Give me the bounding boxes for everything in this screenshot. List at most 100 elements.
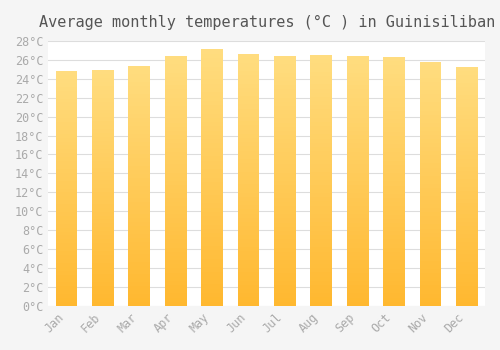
Bar xyxy=(128,74,150,77)
Bar xyxy=(383,65,405,69)
Bar xyxy=(201,276,223,280)
Bar xyxy=(165,81,186,85)
Bar xyxy=(383,57,405,61)
Bar xyxy=(274,227,296,231)
Bar xyxy=(456,258,477,262)
Bar xyxy=(274,122,296,127)
Bar xyxy=(456,107,477,111)
Bar xyxy=(165,256,186,260)
Bar xyxy=(274,56,296,60)
Bar xyxy=(383,202,405,206)
Bar xyxy=(238,247,260,251)
Bar xyxy=(383,190,405,194)
Bar xyxy=(128,154,150,158)
Bar xyxy=(383,293,405,298)
Bar xyxy=(310,139,332,143)
Bar xyxy=(346,202,368,206)
Bar xyxy=(310,189,332,193)
Bar xyxy=(383,74,405,78)
Bar xyxy=(56,153,78,157)
Bar xyxy=(274,302,296,306)
Bar xyxy=(128,186,150,190)
Bar xyxy=(201,62,223,66)
Bar xyxy=(238,67,260,71)
Bar xyxy=(165,210,186,214)
Bar xyxy=(310,68,332,72)
Bar xyxy=(346,210,368,214)
Bar xyxy=(310,260,332,264)
Bar xyxy=(383,127,405,132)
Bar xyxy=(346,81,368,85)
Bar xyxy=(201,285,223,289)
Bar xyxy=(56,134,78,138)
Bar xyxy=(92,164,114,168)
Bar xyxy=(274,223,296,227)
Bar xyxy=(346,281,368,285)
Bar xyxy=(56,193,78,196)
Bar xyxy=(165,85,186,89)
Bar xyxy=(346,122,368,127)
Bar xyxy=(420,289,442,294)
Bar xyxy=(274,106,296,110)
Bar xyxy=(201,118,223,122)
Bar xyxy=(274,89,296,93)
Bar xyxy=(420,253,442,257)
Bar xyxy=(238,130,260,134)
Bar xyxy=(456,230,477,234)
Bar xyxy=(310,235,332,239)
Bar xyxy=(346,247,368,252)
Bar xyxy=(383,298,405,302)
Bar xyxy=(274,206,296,210)
Bar xyxy=(56,83,78,87)
Bar xyxy=(274,252,296,256)
Bar xyxy=(201,212,223,216)
Bar xyxy=(201,105,223,109)
Bar xyxy=(310,134,332,139)
Bar xyxy=(128,230,150,234)
Bar xyxy=(346,77,368,81)
Bar xyxy=(56,228,78,232)
Bar xyxy=(92,212,114,216)
Bar xyxy=(56,220,78,224)
Bar xyxy=(56,91,78,95)
Bar xyxy=(238,109,260,113)
Bar xyxy=(346,135,368,139)
Bar xyxy=(165,98,186,102)
Bar xyxy=(165,298,186,302)
Bar xyxy=(201,135,223,139)
Bar xyxy=(456,159,477,163)
Bar xyxy=(165,102,186,106)
Bar xyxy=(274,189,296,194)
Bar xyxy=(274,160,296,164)
Bar xyxy=(56,184,78,189)
Bar xyxy=(128,302,150,306)
Bar xyxy=(165,302,186,306)
Bar xyxy=(420,176,442,180)
Bar xyxy=(420,229,442,233)
Bar xyxy=(310,55,332,59)
Bar xyxy=(310,226,332,231)
Bar xyxy=(420,245,442,249)
Bar xyxy=(56,204,78,208)
Bar xyxy=(420,269,442,273)
Bar xyxy=(92,86,114,90)
Bar xyxy=(128,142,150,146)
Bar xyxy=(310,80,332,84)
Bar xyxy=(165,56,186,60)
Bar xyxy=(456,290,477,294)
Bar xyxy=(310,201,332,205)
Bar xyxy=(274,177,296,181)
Bar xyxy=(238,184,260,188)
Bar xyxy=(274,77,296,81)
Bar xyxy=(346,69,368,73)
Bar xyxy=(56,106,78,110)
Bar xyxy=(238,293,260,298)
Bar xyxy=(201,173,223,178)
Bar xyxy=(346,302,368,306)
Bar xyxy=(420,114,442,119)
Bar xyxy=(128,238,150,242)
Bar xyxy=(310,289,332,293)
Bar xyxy=(383,161,405,165)
Bar xyxy=(56,75,78,79)
Bar xyxy=(128,298,150,302)
